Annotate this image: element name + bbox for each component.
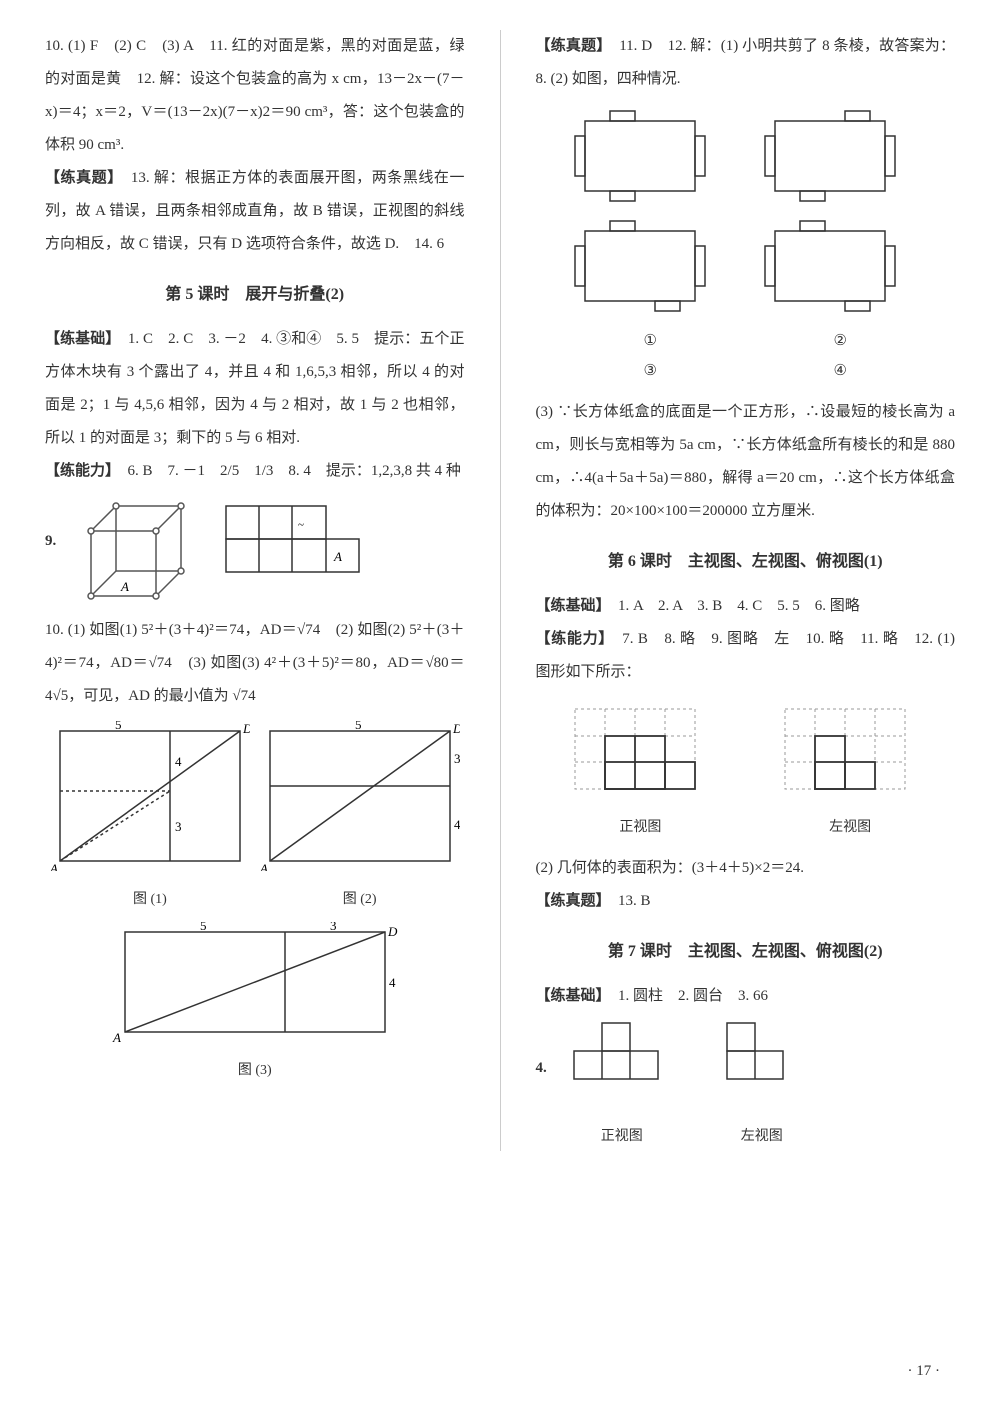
svg-text:5: 5 [115,721,122,732]
left-column: 10. (1) F (2) C (3) A 11. 红的对面是紫，黑的对面是蓝，… [45,30,465,1151]
fig3-caption: 图 (3) [45,1057,465,1085]
svg-text:D: D [387,924,398,939]
fig2-caption: 图 (2) [260,886,460,914]
svg-text:4: 4 [454,817,460,832]
answer-10b: 10. (1) 如图(1) 5²＋(3＋4)²＝74，AD＝√74 (2) 如图… [45,614,465,713]
front-view-grid [565,699,715,799]
cube-diagram: A [76,496,196,606]
tetromino-front [557,1013,687,1108]
right-p12-2: (2) 几何体的表面积为：(3＋4＋5)×2＝24. [536,852,956,885]
sec6-nengli: 【练能力】 7. B 8. 略 9. 图略 左 10. 略 11. 略 12. … [536,623,956,689]
sec6-jichu: 【练基础】 1. A 2. A 3. B 4. C 5. 5 6. 图略 [536,590,956,623]
left-view-grid [775,699,925,799]
nengli-label: 【练能力】 [45,463,113,479]
svg-text:A: A [112,1030,121,1042]
section-6-title: 第 6 课时 主视图、左视图、俯视图(1) [536,546,956,578]
svg-text:D: D [242,721,250,736]
fig1-caption: 图 (1) [50,886,250,914]
jichu-label-6: 【练基础】 [536,598,604,614]
zhenti-label-r: 【练真题】 [536,38,605,54]
right-p12-3: (3) ∵长方体纸盒的底面是一个正方形，∴设最短的棱长高为 a cm，则长与宽相… [536,396,956,528]
fig3: 5 3 D 4 A 图 (3) [45,922,465,1085]
triangle-figs-row1: 5 D 4 3 A 图 (1) 5 D 3 [45,721,465,914]
box-nets-diagram [555,106,935,326]
left-view: 左视图 [775,699,925,842]
fig2: 5 D 3 4 A 图 (2) [260,721,460,914]
sec7-jichu-text: 1. 圆柱 2. 圆台 3. 66 [603,988,768,1004]
triangle-2: 5 D 3 4 A [260,721,460,871]
column-divider [500,30,501,1151]
svg-text:5: 5 [200,922,207,933]
zhenti-label-6: 【练真题】 [536,893,604,909]
q4-label: 4. [536,1053,547,1083]
section-5-title: 第 5 课时 展开与折叠(2) [45,279,465,311]
triangle-1: 5 D 4 3 A [50,721,250,871]
front-view: 正视图 [565,699,715,842]
sec5-nengli-text: 6. B 7. －1 2/5 1/3 8. 4 提示：1,2,3,8 共 4 种 [113,463,461,479]
cube-net-diagram: A ~ [216,496,376,606]
circ4: ④ [834,356,847,386]
q4-front: 正视图 [557,1013,687,1151]
right-column: 【练真题】 11. D 12. 解：(1) 小明共剪了 8 条棱，故答案为：8.… [536,30,956,1151]
page-number: · 17 · [908,1356,941,1386]
zhenti-13: 【练真题】 13. 解：根据正方体的表面展开图，两条黑线在一列，故 A 错误，且… [45,162,465,261]
tetromino-left [697,1013,827,1108]
svg-text:5: 5 [355,721,362,732]
jichu-label-7: 【练基础】 [536,988,604,1004]
grid-views-12: 正视图 [536,699,956,842]
svg-text:A: A [120,579,129,594]
zhenti-label: 【练真题】 [45,170,115,186]
svg-text:A: A [333,549,342,564]
front-view-label: 正视图 [565,814,715,842]
sec5-jichu: 【练基础】 1. C 2. C 3. －2 4. ③和④ 5. 5 提示：五个正… [45,323,465,455]
svg-text:D: D [452,721,460,736]
svg-text:3: 3 [330,922,337,933]
q9-figures: 9. A [45,496,465,606]
q4-left: 左视图 [697,1013,827,1151]
q9-label: 9. [45,526,56,556]
svg-text:~: ~ [298,519,304,531]
right-zhenti-11-12: 【练真题】 11. D 12. 解：(1) 小明共剪了 8 条棱，故答案为：8.… [536,30,956,96]
q4-figures: 4. 正视图 [536,1013,956,1151]
fig1: 5 D 4 3 A 图 (1) [50,721,250,914]
four-nets: ① ② ③ ④ [536,106,956,386]
svg-text:A: A [50,861,58,871]
q4-left-label: 左视图 [697,1123,827,1151]
nengli-label-6: 【练能力】 [536,631,607,647]
jichu-label: 【练基础】 [45,331,113,347]
triangle-3: 5 3 D 4 A [105,922,405,1042]
sec6-jichu-text: 1. A 2. A 3. B 4. C 5. 5 6. 图略 [603,598,860,614]
sec5-jichu-text: 1. C 2. C 3. －2 4. ③和④ 5. 5 提示：五个正方体木块有 … [45,331,465,446]
svg-text:3: 3 [454,751,460,766]
sec6-zhenti-text: 13. B [603,893,651,909]
circ1: ① [644,326,657,356]
sec7-jichu: 【练基础】 1. 圆柱 2. 圆台 3. 66 [536,980,956,1013]
svg-text:4: 4 [389,975,396,990]
q4-front-label: 正视图 [557,1123,687,1151]
circ3: ③ [644,356,657,386]
svg-text:A: A [260,861,268,871]
section-7-title: 第 7 课时 主视图、左视图、俯视图(2) [536,936,956,968]
answer-10-12: 10. (1) F (2) C (3) A 11. 红的对面是紫，黑的对面是蓝，… [45,30,465,162]
sec5-nengli: 【练能力】 6. B 7. －1 2/5 1/3 8. 4 提示：1,2,3,8… [45,455,465,488]
circ2: ② [834,326,847,356]
svg-text:3: 3 [175,819,182,834]
sec6-zhenti: 【练真题】 13. B [536,885,956,918]
svg-text:4: 4 [175,754,182,769]
left-view-label: 左视图 [775,814,925,842]
